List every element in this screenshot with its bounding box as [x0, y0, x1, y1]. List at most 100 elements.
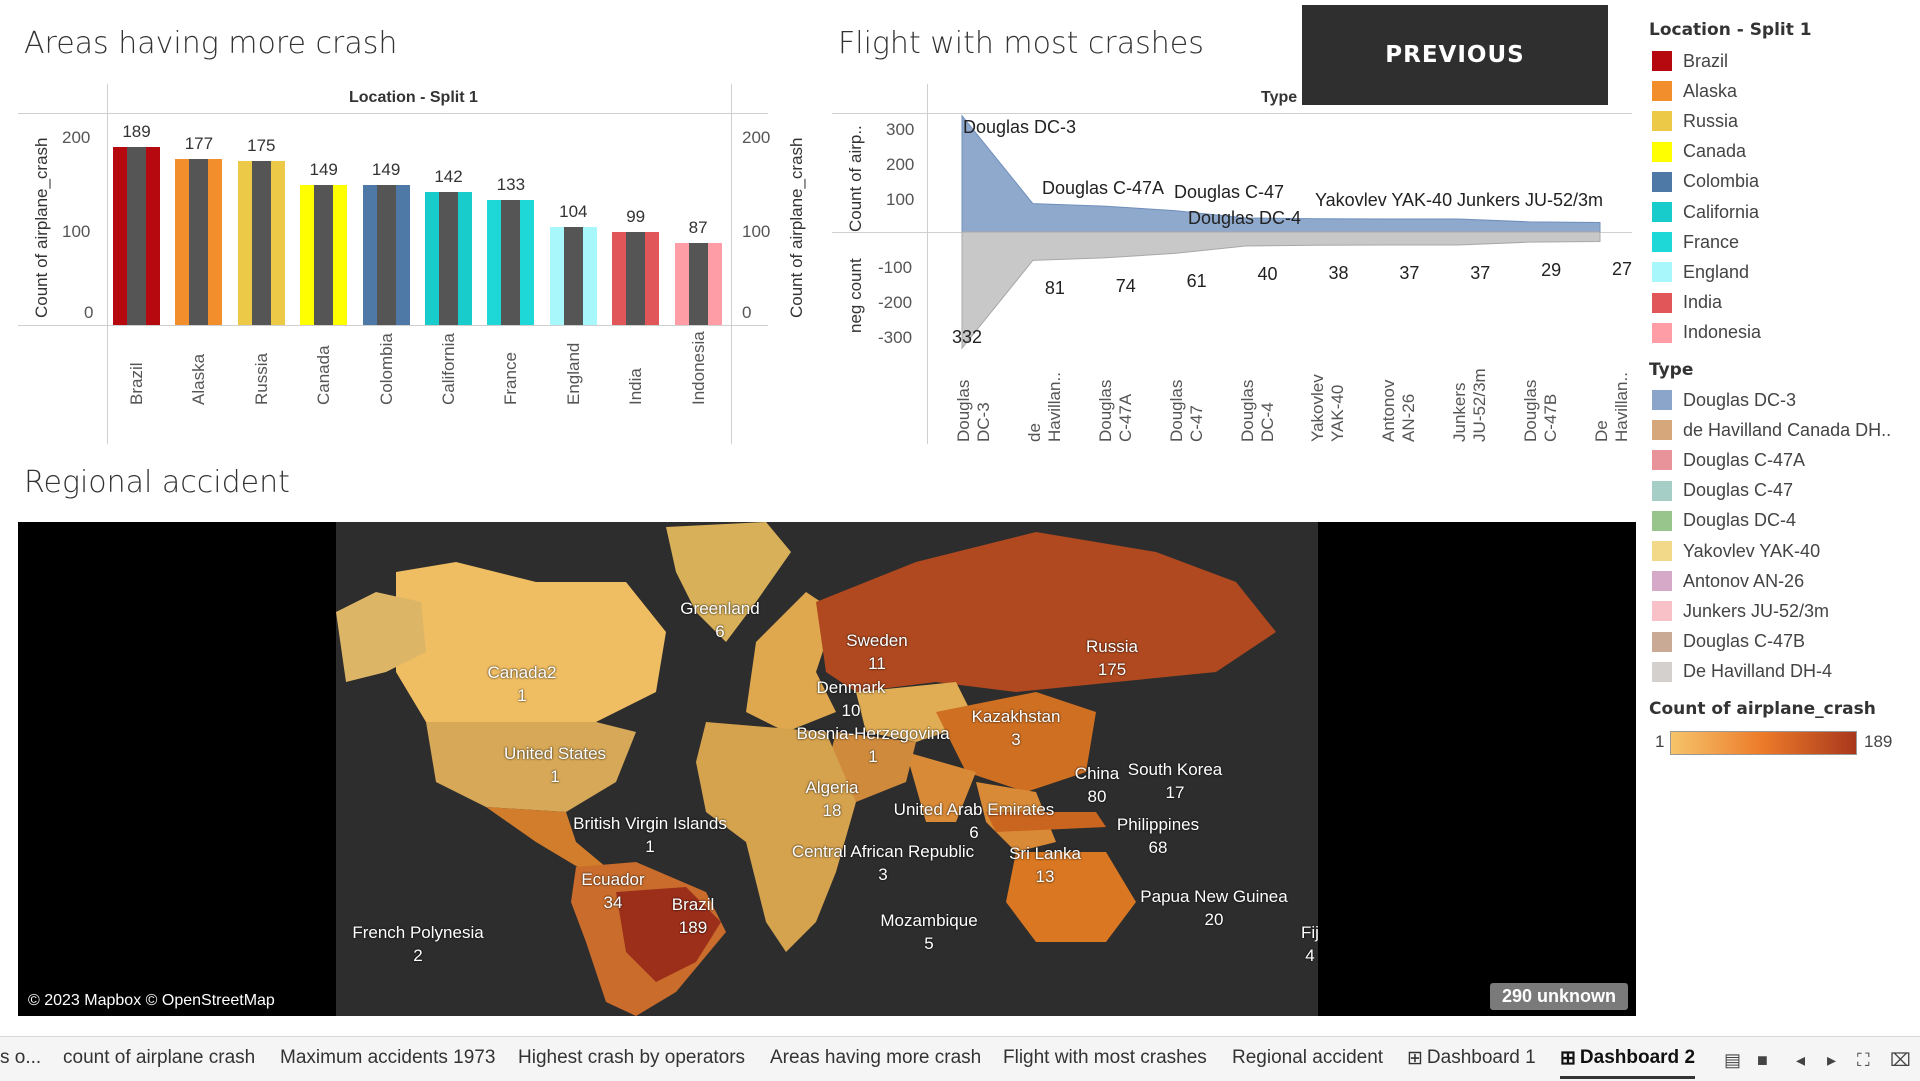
tab-count-of-airplane-crash[interactable]: count of airplane crash: [63, 1040, 255, 1076]
region-russia: [816, 532, 1276, 692]
map-label-russia[interactable]: Russia 175: [1086, 635, 1138, 681]
map-label-value: 34: [603, 893, 623, 912]
area-x-tick: Douglas C-47B: [1521, 379, 1561, 442]
tab-areas-having-more-crash[interactable]: Areas having more crash: [770, 1040, 981, 1076]
bar-value-label: 175: [247, 135, 276, 155]
bar-overlay-france: [501, 199, 521, 325]
legend-location-item[interactable]: Colombia: [1652, 170, 1759, 194]
map-label-mozambique[interactable]: Mozambique 5: [880, 909, 977, 955]
map-label-united-states[interactable]: United States 1: [504, 742, 606, 788]
area-label-douglas-dc4: Douglas DC-4: [1188, 208, 1302, 228]
previous-button[interactable]: PREVIOUS: [1302, 5, 1608, 105]
legend-location-item[interactable]: California: [1652, 200, 1759, 224]
area-label-yakovlev-yak40: Yakovlev YAK-40: [1315, 190, 1453, 210]
map-attribution[interactable]: © 2023 Mapbox © OpenStreetMap: [22, 990, 281, 1012]
legend-type-item[interactable]: Douglas DC-3: [1652, 388, 1796, 412]
legend-label: Colombia: [1683, 171, 1760, 192]
grid-view-icon[interactable]: ▤: [1724, 1050, 1742, 1070]
map-label-name: Bosnia-Herzegovina: [796, 724, 950, 743]
map-label-name: China: [1074, 764, 1120, 783]
tab-regional-accident[interactable]: Regional accident: [1232, 1040, 1383, 1076]
map-label-ecuador[interactable]: Ecuador 34: [581, 868, 644, 914]
map-label-denmark[interactable]: Denmark 10: [817, 676, 886, 722]
next-sheet-icon[interactable]: ▸: [1827, 1050, 1837, 1070]
area-x-tick: Douglas DC-3: [954, 379, 993, 442]
map-label-name: Kazakhstan: [971, 707, 1061, 726]
tab-flight-with-most-crashes[interactable]: Flight with most crashes: [1003, 1040, 1207, 1076]
map-label-name: United States: [503, 744, 607, 763]
map-label-name: British Virgin Islands: [573, 814, 727, 833]
bar-overlay-canada: [314, 184, 334, 325]
map-label-united-arab-emirates[interactable]: United Arab Emirates 6: [894, 798, 1055, 844]
tab-maximum-accidents-1973[interactable]: Maximum accidents 1973: [280, 1040, 495, 1076]
fullscreen-icon[interactable]: ⛶: [1857, 1050, 1870, 1070]
map-label-canada2[interactable]: Canada2 1: [487, 661, 556, 707]
legend-type-item[interactable]: Douglas C-47: [1652, 479, 1793, 503]
region-greenland: [666, 522, 791, 642]
legend-type-item[interactable]: Douglas C-47A: [1652, 448, 1805, 472]
legend-location-item[interactable]: Russia: [1652, 109, 1738, 133]
map-label-brazil[interactable]: Brazil 189: [672, 893, 715, 939]
unknown-badge[interactable]: 290 unknown: [1489, 983, 1628, 1010]
map-label-philippines[interactable]: Philippines 68: [1117, 813, 1199, 859]
map-label-china[interactable]: China 80: [1075, 762, 1119, 808]
tab-label: Areas having more crash: [770, 1047, 982, 1068]
map-label-value: 18: [822, 801, 842, 820]
map-label-value: 6: [969, 823, 979, 842]
map-label-sri-lanka[interactable]: Sri Lanka 13: [1009, 842, 1081, 888]
map-label-name: Greenland: [680, 599, 760, 618]
map-label-south-korea[interactable]: South Korea 17: [1128, 758, 1223, 804]
map-label-bosnia-herzegovina[interactable]: Bosnia-Herzegovina 1: [796, 722, 949, 768]
legend-location-item[interactable]: Canada: [1652, 140, 1746, 164]
area-bottom-value: 29: [1541, 260, 1562, 281]
area-bottom-value: 61: [1186, 271, 1207, 292]
filmstrip-icon[interactable]: ■: [1757, 1050, 1768, 1070]
map-label-greenland[interactable]: Greenland 6: [680, 597, 759, 643]
map-label-central-african-republic[interactable]: Central African Republic 3: [792, 840, 974, 886]
legend-type-item[interactable]: Yakovlev YAK-40: [1652, 539, 1820, 563]
regional-accident-map[interactable]: Greenland 6 Sweden 11 Russia 175 Canada2 1 Denma…: [18, 522, 1636, 1016]
map-label-name: South Korea: [1127, 760, 1223, 779]
tab-s-o-[interactable]: s o...: [0, 1040, 41, 1076]
region-europe: [746, 592, 836, 732]
legend-type-item[interactable]: de Havilland Canada DH..: [1652, 418, 1891, 442]
area-bottom-value: 332: [952, 327, 983, 347]
map-label-value: 3: [1011, 730, 1021, 749]
map-label-papua-new-guinea[interactable]: Papua New Guinea 20: [1140, 885, 1287, 931]
map-label-sweden[interactable]: Sweden 11: [846, 629, 907, 675]
region-alaska: [336, 592, 426, 682]
legend-type-item[interactable]: Junkers JU-52/3m: [1652, 599, 1829, 623]
map-label-kazakhstan[interactable]: Kazakhstan 3: [972, 705, 1061, 751]
present-icon[interactable]: ⌧: [1890, 1050, 1911, 1070]
tab-highest-crash-by-operators[interactable]: Highest crash by operators: [518, 1040, 745, 1076]
map-label-name: Sri Lanka: [1009, 844, 1081, 863]
legend-type-item[interactable]: Douglas C-47B: [1652, 630, 1805, 654]
bar-chart-title: Areas having more crash: [24, 26, 398, 61]
legend-location-item[interactable]: India: [1652, 291, 1722, 315]
area-header-rule: [832, 113, 1632, 114]
map-label-algeria[interactable]: Algeria 18: [806, 776, 859, 822]
area-ytick-neg100: -100: [878, 258, 913, 277]
map-label-value: 4: [1305, 946, 1315, 965]
legend-location-item[interactable]: Indonesia: [1652, 321, 1761, 345]
tab-dashboard-2[interactable]: ⊞ Dashboard 2: [1560, 1040, 1696, 1079]
map-label-fij[interactable]: Fij 4: [1301, 921, 1319, 967]
map-label-british-virgin-islands[interactable]: British Virgin Islands 1: [573, 812, 727, 858]
area-bottom-value: 81: [1044, 278, 1065, 299]
legend-label: Antonov AN-26: [1683, 570, 1805, 591]
legend-location-item[interactable]: Alaska: [1652, 79, 1737, 103]
legend-location-item[interactable]: England: [1652, 260, 1749, 284]
map-label-name: United Arab Emirates: [893, 800, 1055, 819]
legend-location-item[interactable]: France: [1652, 230, 1739, 254]
map-label-french-polynesia[interactable]: French Polynesia 2: [352, 921, 483, 967]
legend-type-item[interactable]: De Havilland DH-4: [1652, 660, 1832, 684]
legend-type-item[interactable]: Douglas DC-4: [1652, 509, 1796, 533]
tab-dashboard-1[interactable]: ⊞ Dashboard 1: [1407, 1040, 1536, 1076]
prev-sheet-icon[interactable]: ◂: [1796, 1050, 1806, 1070]
tab-label: Dashboard 2: [1579, 1047, 1696, 1068]
map-label-name: Fij: [1301, 923, 1319, 942]
bar-ytick-left-0: 0: [84, 303, 94, 322]
legend-swatch: [1652, 631, 1672, 652]
legend-location-item[interactable]: Brazil: [1652, 49, 1728, 73]
legend-type-item[interactable]: Antonov AN-26: [1652, 569, 1804, 593]
